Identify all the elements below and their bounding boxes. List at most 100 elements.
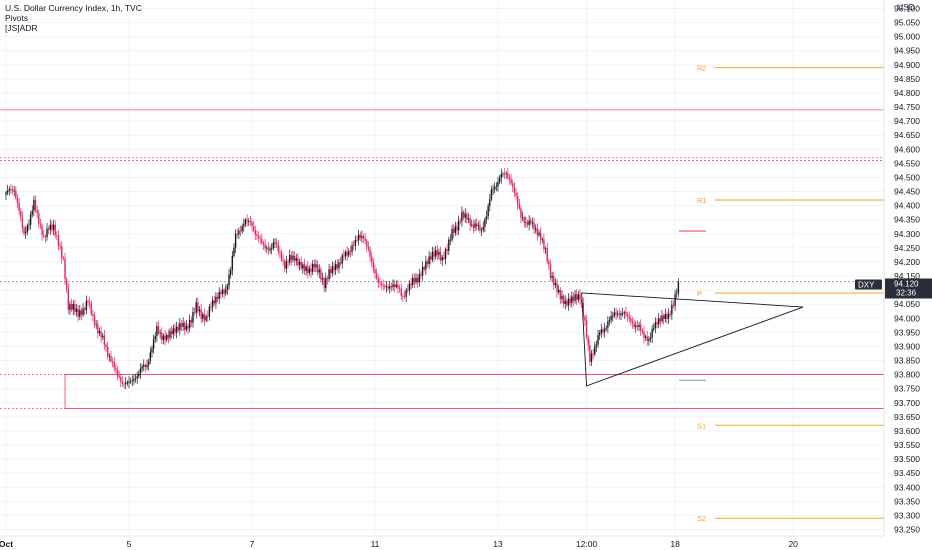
candle: [343, 249, 345, 261]
candle: [267, 242, 270, 256]
chart-title[interactable]: U.S. Dollar Currency Index, 1h, TVC: [5, 3, 142, 13]
candle-body: [129, 380, 132, 382]
candle: [562, 293, 565, 308]
candle: [26, 223, 29, 236]
candle: [328, 263, 330, 282]
candle-body: [457, 220, 460, 231]
candle-body: [410, 283, 412, 285]
indicator-pivots[interactable]: Pivots: [5, 13, 29, 23]
candle-body: [512, 183, 514, 187]
candle: [47, 226, 50, 235]
candle: [341, 252, 343, 269]
price-tick-label: 94.050: [894, 299, 920, 309]
candle-body: [11, 189, 14, 191]
candle: [408, 280, 411, 296]
candle: [208, 303, 211, 321]
candle-body: [152, 339, 155, 349]
candle-body: [538, 232, 540, 236]
candle: [24, 226, 27, 240]
candle-body: [477, 225, 480, 226]
candle: [535, 224, 537, 234]
candle: [313, 259, 316, 273]
candle-body: [518, 204, 521, 209]
candle-body: [102, 335, 104, 338]
candle: [190, 316, 193, 328]
candle: [75, 304, 78, 317]
candle: [161, 327, 163, 344]
candle: [98, 327, 101, 336]
candle-body: [159, 332, 161, 334]
candle: [330, 265, 332, 279]
candle-body: [95, 324, 97, 326]
candle-body: [421, 266, 424, 276]
candle-body: [182, 322, 184, 327]
candle: [193, 307, 196, 316]
symmetrical-triangle: [581, 292, 804, 387]
candle-body: [162, 335, 165, 341]
candle: [321, 272, 324, 285]
candle-body: [449, 239, 452, 241]
candle: [290, 251, 293, 266]
candle-body: [423, 266, 425, 270]
candle-body: [475, 223, 478, 226]
candle: [87, 298, 89, 307]
candle-body: [372, 262, 375, 270]
candle-body: [88, 302, 91, 304]
candle-body: [594, 346, 596, 355]
candle: [664, 308, 666, 323]
candle-body: [218, 292, 220, 299]
candle: [384, 283, 386, 290]
candle: [259, 234, 261, 245]
candle-body: [21, 217, 24, 228]
candle: [339, 257, 342, 267]
candle-body: [541, 239, 543, 241]
candle: [226, 283, 229, 295]
candle-body: [344, 251, 347, 257]
candle-body: [10, 189, 12, 190]
candle-body: [49, 224, 51, 230]
candle-body: [608, 319, 611, 322]
candle-body: [70, 304, 73, 310]
candle: [254, 225, 256, 241]
candle: [574, 289, 576, 304]
candle-body: [664, 314, 666, 319]
drawings: [581, 230, 804, 387]
last-price-value: 94.120: [894, 279, 919, 288]
candle: [566, 298, 568, 308]
candle: [377, 274, 379, 289]
price-tick-label: 94.150: [894, 271, 920, 281]
candle: [31, 205, 33, 218]
candle-body: [285, 261, 288, 269]
candle-body: [277, 243, 279, 252]
candle: [310, 263, 312, 278]
candle-body: [26, 225, 29, 233]
candle-body: [307, 266, 309, 274]
candle-body: [631, 321, 634, 324]
candle: [398, 284, 401, 293]
time-axis[interactable]: Oct 5 7 11 13 12:00 18 20: [0, 539, 798, 549]
price-tick-label: 94.350: [894, 215, 920, 225]
candle: [592, 348, 594, 360]
candle-body: [87, 301, 89, 303]
candle: [615, 307, 617, 320]
candle-body: [144, 364, 147, 368]
candle: [318, 264, 320, 279]
indicator-adr[interactable]: [JS]ADR: [5, 23, 38, 33]
candle: [29, 211, 32, 230]
candle: [200, 304, 202, 324]
candle: [197, 297, 199, 315]
price-axis-unit: USD: [897, 2, 915, 12]
candle-body: [170, 331, 173, 335]
candle-body: [551, 275, 553, 278]
candle: [612, 311, 614, 322]
price-axis[interactable]: 95.100 95.050 95.000 94.950 94.900 94.850 94.8…: [894, 2, 920, 535]
candle: [628, 311, 630, 323]
pivot-label: S1: [697, 421, 706, 430]
candle: [567, 293, 570, 311]
candle: [513, 182, 516, 198]
candle: [249, 215, 252, 226]
candle-body: [308, 268, 311, 274]
candle: [192, 307, 194, 328]
candle: [252, 221, 255, 233]
